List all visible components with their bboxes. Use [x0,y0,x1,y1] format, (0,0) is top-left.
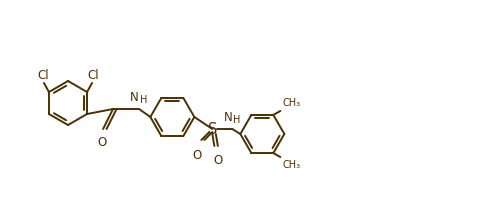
Text: Cl: Cl [87,69,99,82]
Text: CH₃: CH₃ [283,98,301,108]
Text: N: N [130,91,139,104]
Text: Cl: Cl [37,69,49,82]
Text: H: H [140,95,147,105]
Text: CH₃: CH₃ [283,160,301,170]
Text: H: H [233,115,240,125]
Text: O: O [193,149,202,162]
Text: O: O [97,136,107,149]
Text: N: N [223,111,232,124]
Text: O: O [214,154,223,167]
Text: S: S [208,122,217,137]
